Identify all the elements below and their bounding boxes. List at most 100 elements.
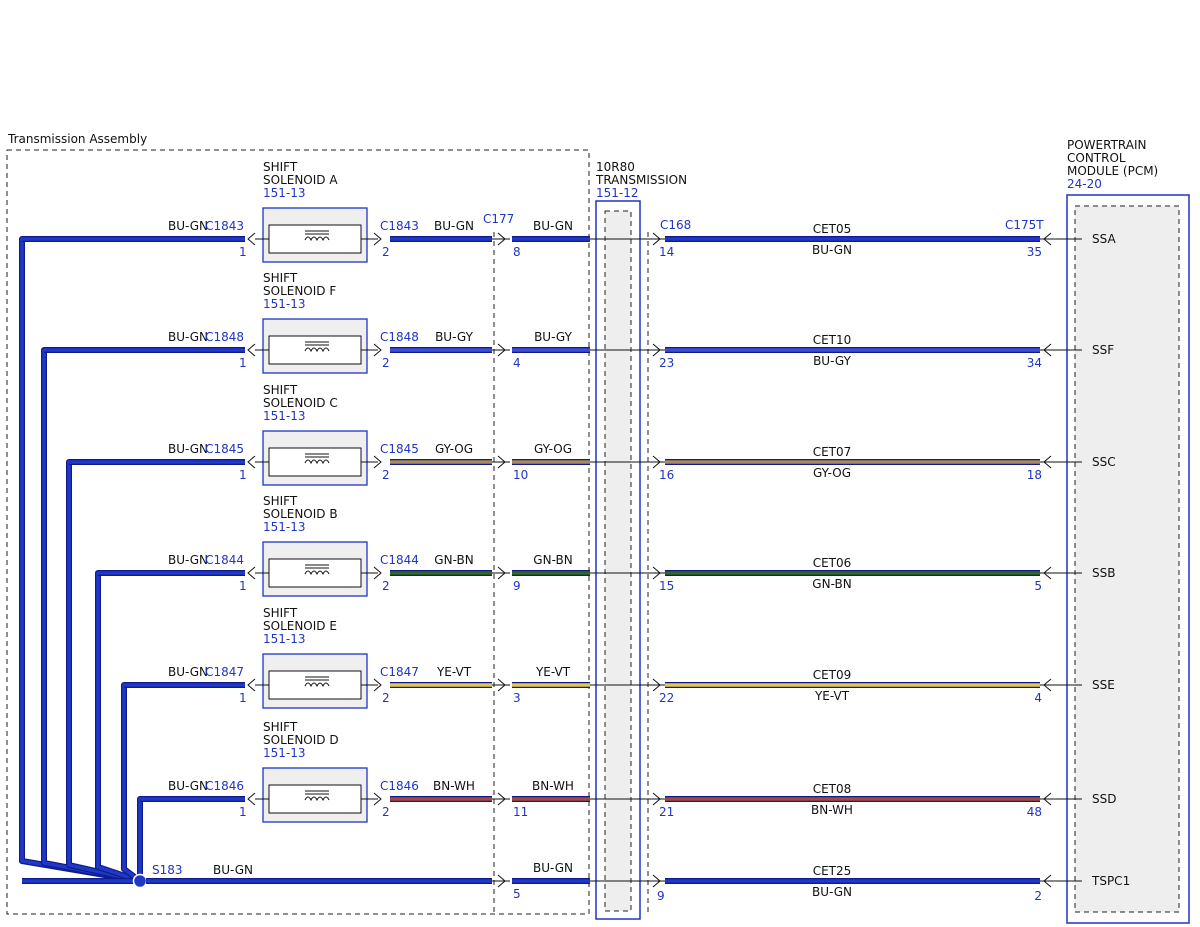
pcm-signal-label: SSF (1092, 343, 1114, 357)
solenoid-connector-out: C1846 (380, 779, 419, 793)
connector-arrow-in (247, 232, 256, 246)
ground-color-label: BU-GN (168, 330, 208, 344)
pcm-signal-label: SSD (1092, 792, 1116, 806)
pcm-arrow (1043, 566, 1052, 580)
wire-color-label-2: GY-OG (534, 442, 572, 456)
ground-wire-3-edge (95, 570, 200, 884)
harness-color-label: BU-GY (813, 354, 851, 368)
splice-inline-arrow (497, 874, 506, 888)
solenoid-connector-out: C1848 (380, 330, 419, 344)
pcm-signal-label: SSC (1092, 455, 1116, 469)
connector-arrow-out (373, 232, 382, 246)
solenoid-title-2: SOLENOID B (263, 507, 338, 521)
trans-pin: 14 (659, 245, 674, 259)
solenoid-symbol-coil (304, 570, 330, 576)
splice-pcm-pin: 2 (1034, 889, 1042, 903)
transmission-label-1: 10R80 (596, 160, 635, 174)
solenoid-ref: 151-13 (263, 632, 306, 646)
connector-arrow-out (373, 343, 382, 357)
inline-pin: 3 (513, 691, 521, 705)
solenoid-pin-in: 1 (239, 245, 247, 259)
solenoid-title-1: SHIFT (263, 606, 298, 620)
pcm-pin: 34 (1027, 356, 1042, 370)
solenoid-pin-in: 1 (239, 691, 247, 705)
ground-color-label: BU-GN (168, 665, 208, 679)
solenoid-connector-out: C1843 (380, 219, 419, 233)
transmission-connector-label: C168 (660, 218, 691, 232)
solenoid-title-1: SHIFT (263, 383, 298, 397)
harness-color-label: GN-BN (812, 577, 851, 591)
inline-arrow (497, 792, 506, 806)
solenoid-connector-in: C1846 (205, 779, 244, 793)
harness-color-label: YE-VT (814, 689, 850, 703)
transmission-ref: 151-12 (596, 186, 639, 200)
solenoid-pin-out: 2 (382, 805, 390, 819)
solenoid-symbol-coil (304, 347, 330, 353)
inline-arrow (497, 455, 506, 469)
splice-trans-arrow (652, 874, 661, 888)
solenoid-title-1: SHIFT (263, 271, 298, 285)
solenoid-symbol-coil (304, 796, 330, 802)
splice-label: S183 (152, 863, 183, 877)
solenoid-title-1: SHIFT (263, 494, 298, 508)
circuit-id-label: CET10 (813, 333, 852, 347)
solenoid-symbol-coil (304, 236, 330, 242)
pcm-pin: 4 (1034, 691, 1042, 705)
connector-arrow-out (373, 792, 382, 806)
solenoid-symbol-coil (304, 682, 330, 688)
harness-color-label: BU-GN (812, 243, 852, 257)
pcm-arrow (1043, 232, 1052, 246)
solenoid-pin-out: 2 (382, 245, 390, 259)
solenoid-connector-in: C1843 (205, 219, 244, 233)
solenoid-symbol-coil (304, 459, 330, 465)
transmission-assembly-label: Transmission Assembly (7, 132, 147, 146)
pcm-pin: 48 (1027, 805, 1042, 819)
connector-arrow-in (247, 343, 256, 357)
solenoid-symbol-frame (268, 558, 362, 588)
wire-color-label-2: YE-VT (535, 665, 571, 679)
solenoid-title-2: SOLENOID E (263, 619, 337, 633)
solenoid-connector-out: C1847 (380, 665, 419, 679)
inline-arrow (497, 678, 506, 692)
splice-inline-color-label: BU-GN (533, 861, 573, 875)
solenoid-pin-out: 2 (382, 579, 390, 593)
splice-pcm-signal: TSPC1 (1091, 874, 1130, 888)
solenoid-ref: 151-13 (263, 297, 306, 311)
ground-color-label: BU-GN (168, 219, 208, 233)
connector-arrow-in (247, 566, 256, 580)
inline-pin: 9 (513, 579, 521, 593)
wire-color-label-1: GY-OG (435, 442, 473, 456)
solenoid-pin-in: 1 (239, 579, 247, 593)
solenoid-pin-out: 2 (382, 691, 390, 705)
ground-wire-3 (96, 571, 200, 883)
inline-arrow (497, 232, 506, 246)
transmission-assembly-boundary (6, 149, 590, 915)
inline-pin: 11 (513, 805, 528, 819)
splice-node (132, 873, 148, 889)
solenoid-connector-out: C1845 (380, 442, 419, 456)
solenoid-title-1: SHIFT (263, 160, 298, 174)
solenoid-connector-in: C1847 (205, 665, 244, 679)
solenoid-title-2: SOLENOID D (263, 733, 339, 747)
trans-arrow (652, 232, 661, 246)
solenoid-symbol-frame (268, 335, 362, 365)
circuit-id-label: CET09 (813, 668, 852, 682)
harness-color-label: BN-WH (811, 803, 853, 817)
wire-color-label-2: BU-GY (534, 330, 572, 344)
solenoid-pin-in: 1 (239, 356, 247, 370)
trans-pin: 21 (659, 805, 674, 819)
solenoid-connector-in: C1844 (205, 553, 244, 567)
solenoid-symbol-frame (268, 224, 362, 254)
solenoid-ref: 151-13 (263, 186, 306, 200)
wire-color-label-1: YE-VT (436, 665, 472, 679)
connector-arrow-in (247, 792, 256, 806)
solenoid-title-2: SOLENOID F (263, 284, 336, 298)
splice-circuit-label: CET25 (813, 864, 852, 878)
splice-inline-pin: 5 (513, 887, 521, 901)
circuit-id-label: CET07 (813, 445, 852, 459)
harness-color-label: GY-OG (813, 466, 851, 480)
trans-arrow (652, 792, 661, 806)
